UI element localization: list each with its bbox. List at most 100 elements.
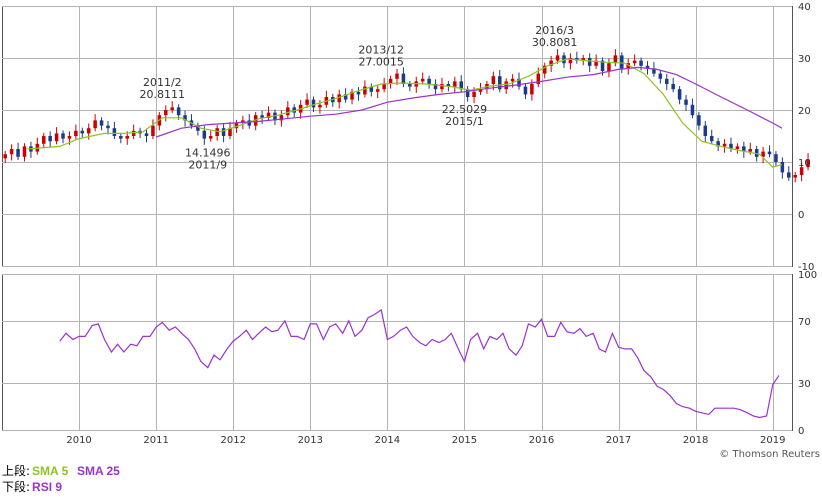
moving-average-lines [27, 58, 783, 168]
candle-body-57 [369, 86, 374, 92]
candle-body-121 [780, 162, 785, 173]
upper-ytick-10: 10 [798, 158, 811, 169]
candle-body-10 [67, 136, 72, 139]
candle-body-90 [581, 58, 586, 61]
candle-body-125 [806, 159, 810, 168]
lower-ytick-0: 0 [798, 426, 804, 437]
candle-body-7 [48, 136, 52, 142]
candle-body-67 [433, 84, 438, 90]
candle-body-34 [221, 128, 226, 136]
candle-body-85 [549, 60, 553, 66]
candle-body-32 [208, 136, 213, 139]
candle-body-83 [536, 73, 541, 84]
candle-body-62 [401, 73, 406, 84]
annotation-date-0: 2011/2 [143, 76, 182, 89]
candle-body-107 [690, 104, 695, 116]
upper-ytick-30: 30 [798, 54, 811, 65]
candle-body-26 [170, 107, 174, 110]
candle-body-25 [164, 110, 168, 116]
candle-body-120 [774, 154, 778, 162]
annotation-date-1: 2011/9 [188, 158, 227, 171]
candle-body-113 [729, 143, 733, 149]
annotation-date-3: 2015/1 [445, 115, 484, 128]
xtick-2018: 2018 [683, 435, 708, 446]
candle-body-15 [99, 120, 104, 126]
annotation-value-2: 27.0015 [358, 56, 404, 69]
candle-body-96 [620, 55, 624, 69]
lower-panel-frame [2, 274, 793, 431]
grid-lines [2, 6, 792, 431]
xtick-2012: 2012 [220, 435, 245, 446]
candle-body-55 [356, 91, 361, 95]
sma5-line [27, 58, 783, 168]
candle-body-58 [375, 89, 380, 92]
rsi-series [59, 308, 780, 419]
candle-body-38 [247, 120, 252, 126]
candle-body-52 [337, 94, 341, 103]
candle-body-74 [478, 89, 483, 92]
candle-body-77 [497, 76, 502, 90]
candle-body-103 [664, 78, 669, 84]
candle-body-63 [408, 84, 412, 87]
xtick-2019: 2019 [760, 435, 785, 446]
candle-body-65 [420, 78, 425, 82]
legend-upper-prefix: 上段: [2, 464, 31, 478]
candle-body-79 [510, 78, 515, 82]
candle-body-116 [748, 149, 753, 152]
annotation-value-4: 30.8081 [532, 36, 578, 49]
candle-body-124 [799, 167, 804, 175]
candle-body-94 [607, 63, 611, 71]
upper-ytick-20: 20 [798, 106, 811, 117]
candle-body-61 [395, 73, 399, 79]
xtick-2014: 2014 [375, 435, 400, 446]
candle-body-92 [594, 60, 598, 66]
candle-body-109 [703, 125, 708, 136]
candle-body-47 [305, 99, 309, 105]
candle-body-53 [343, 94, 348, 100]
legend-sma25: SMA 25 [76, 464, 120, 478]
candle-body-3 [22, 146, 27, 157]
legend-sma5: SMA 5 [32, 464, 69, 478]
candle-body-122 [787, 172, 791, 178]
candle-body-42 [273, 112, 277, 121]
candle-body-91 [587, 58, 592, 66]
candle-body-71 [459, 81, 463, 90]
candle-body-78 [504, 81, 508, 90]
xtick-2013: 2013 [298, 435, 323, 446]
candle-body-44 [286, 107, 290, 116]
xtick-2017: 2017 [606, 435, 631, 446]
candle-body-112 [722, 143, 727, 147]
candle-body-115 [742, 146, 746, 152]
candle-body-82 [530, 84, 534, 95]
candle-body-104 [671, 84, 675, 90]
candle-body-98 [632, 60, 637, 64]
candle-body-119 [767, 151, 772, 155]
upper-ytick-40: 40 [798, 2, 811, 13]
xtick-2015: 2015 [452, 435, 477, 446]
candle-body-6 [41, 136, 46, 144]
candle-body-30 [196, 125, 200, 131]
candle-body-16 [106, 125, 110, 129]
xtick-2011: 2011 [143, 435, 168, 446]
candle-body-70 [453, 81, 457, 87]
lower-ytick-30: 30 [798, 379, 811, 390]
candle-body-123 [793, 175, 797, 178]
lower-panel-border [2, 274, 793, 431]
candle-body-84 [542, 65, 547, 74]
candle-body-17 [112, 128, 117, 136]
candle-body-100 [645, 65, 650, 69]
candle-body-118 [761, 151, 765, 157]
annotation-value-3: 22.5029 [442, 103, 488, 116]
candle-body-86 [555, 55, 560, 61]
candle-body-59 [382, 84, 386, 90]
candle-body-66 [427, 78, 431, 84]
candle-body-12 [80, 130, 85, 134]
annotation-date-2: 2013/12 [358, 44, 404, 57]
candle-body-36 [234, 123, 239, 129]
candle-body-108 [697, 115, 701, 126]
annotation-date-4: 2016/3 [535, 24, 574, 37]
candle-body-13 [86, 128, 91, 134]
candle-body-9 [61, 133, 65, 139]
